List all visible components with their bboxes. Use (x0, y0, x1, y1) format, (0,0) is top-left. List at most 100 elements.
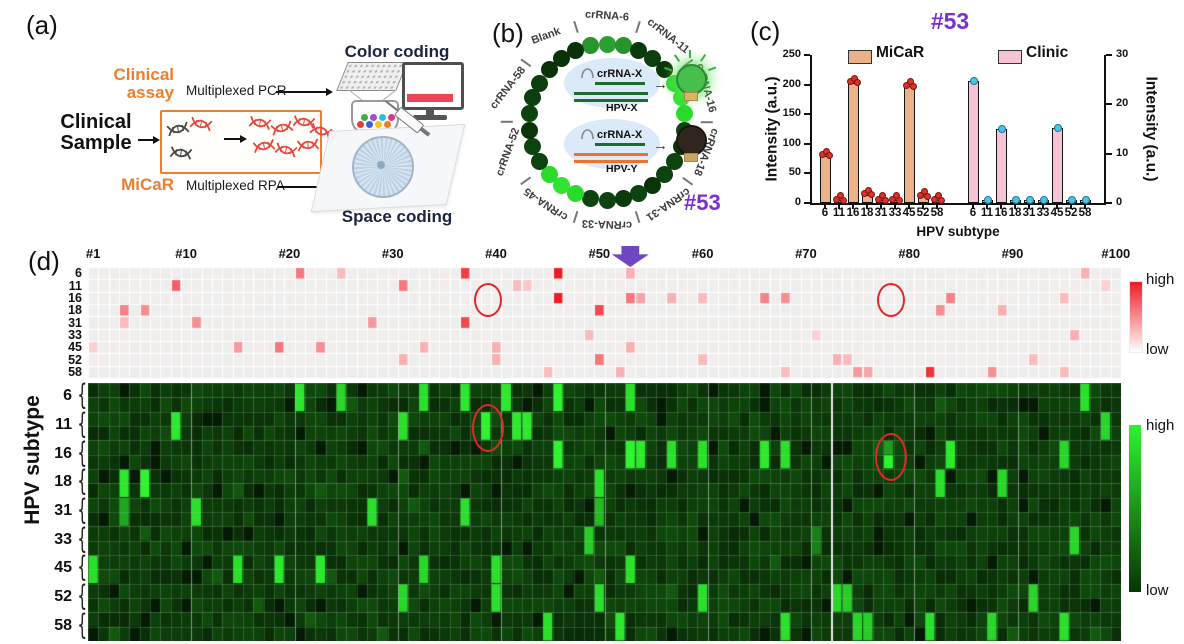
bulb-base (684, 153, 698, 162)
col-label-10: #10 (175, 246, 197, 261)
bead-icon (357, 121, 364, 128)
bulb-ray-icon (673, 54, 681, 63)
clinic-row-label-33: 33 (68, 327, 82, 342)
col-label-100: #100 (1101, 246, 1131, 261)
sample-arrow-line (138, 139, 153, 141)
sample-arrow-icon (153, 135, 160, 144)
data-point (867, 191, 875, 199)
y-tick-right-label: 20 (1116, 97, 1129, 110)
bulb-off-icon (676, 125, 707, 156)
crrna-strand-line (595, 143, 645, 146)
x-axis-title: HPV subtype (916, 224, 1000, 239)
micar-colorbar-low-label: low (1146, 582, 1169, 599)
data-point (909, 82, 917, 90)
clinic-colorbar-high-label: high (1146, 271, 1175, 288)
pcr-arrow-line (276, 91, 326, 93)
data-point (1012, 196, 1020, 204)
y-tick-left (804, 54, 810, 56)
data-point (970, 76, 978, 85)
clinic-row-label-6: 6 (75, 266, 82, 281)
pcr-arrow-icon (326, 87, 333, 96)
x-cat-label: 52 (916, 207, 930, 219)
x-cat-tick (880, 205, 882, 209)
y-tick-left-label: 100 (782, 136, 801, 149)
microwell-dot (666, 152, 684, 170)
panel-c: (c) 0 50 100 150 200 250 0 10 20 30 #53 Intensity (… (740, 0, 1184, 245)
microwell-dot (676, 105, 694, 123)
col-label-80: #80 (898, 246, 921, 261)
panel-b-label: (b) (492, 18, 524, 48)
ring-label-crrna-33: crRNA-33 (581, 217, 633, 231)
clinic-heatmap-canvas (88, 267, 1121, 378)
y-tick-right (1106, 103, 1112, 106)
micar-row-label-52: 52 (54, 588, 72, 605)
row-brace: { (77, 436, 88, 470)
clinic-row-label-11: 11 (68, 278, 82, 293)
x-cat-tick (908, 205, 910, 209)
bar-micar-45 (903, 86, 915, 203)
y-tick-left-label: 200 (782, 77, 801, 90)
row-brace: { (77, 407, 88, 441)
clinical-sample-line2: Sample (60, 132, 132, 154)
clinic-colorbar (1129, 281, 1143, 353)
y-tick-left-label: 250 (782, 48, 801, 60)
bead-icon (388, 114, 395, 121)
crrna-probe-label: crRNA-X (597, 129, 643, 141)
data-point (984, 196, 992, 204)
micar-colorbar (1129, 425, 1141, 592)
panel-c-label: (c) (750, 16, 781, 46)
col-label-30: #30 (381, 246, 404, 261)
space-coding-label: Space coding (341, 207, 453, 226)
clinic-row-label-16: 16 (68, 290, 82, 305)
col-label-60: #60 (691, 246, 714, 261)
microwell-dot (656, 165, 674, 183)
x-cat-label: 18 (1008, 207, 1022, 219)
x-cat-tick (1014, 205, 1016, 209)
x-cat-label: 33 (1036, 207, 1050, 219)
micar-row-label-18: 18 (54, 473, 72, 491)
bead-icon (384, 121, 391, 128)
monitor-icon (402, 62, 464, 110)
micar-row-label-11: 11 (55, 416, 72, 433)
panel-b: (b) crRNA-6 crRNA-11 crRNA-16 crRNA-18 crRNA… (440, 0, 740, 245)
target-label: HPV-Y (606, 163, 638, 175)
target-strand-line (574, 153, 648, 156)
y-tick-left-label: 50 (788, 166, 801, 179)
y-tick-left (804, 172, 810, 175)
data-point (853, 79, 861, 87)
x-cat-tick (936, 205, 938, 209)
row-brace: { (77, 378, 88, 412)
row-brace: { (77, 579, 88, 613)
x-cat-label: 31 (874, 207, 888, 219)
bulb-ray-icon (707, 66, 716, 72)
x-cat-label: 16 (846, 207, 860, 219)
panel-b-sample-id: #53 (684, 190, 721, 215)
legend-swatch-micar (848, 50, 872, 64)
data-point (937, 196, 945, 204)
disc-center-dot (377, 161, 385, 169)
data-point (895, 196, 903, 204)
arrow-right-icon: → (653, 137, 668, 154)
x-cat-label: 6 (969, 207, 977, 219)
row-brace: { (77, 608, 88, 642)
y-tick-left-label: 0 (794, 196, 801, 208)
bar-clinic-45 (1051, 128, 1063, 203)
clinical-assay-label: Clinical assay (96, 65, 174, 103)
dna-icon (248, 114, 272, 132)
x-cat-tick (866, 205, 868, 209)
micar-row-label-16: 16 (54, 444, 72, 462)
bulb-ray-icon (689, 50, 692, 58)
x-cat-tick (1056, 205, 1058, 209)
microwell-dot (598, 35, 616, 53)
x-cat-tick (852, 205, 854, 209)
clinic-row-label-31: 31 (68, 315, 82, 330)
bead-icon (361, 114, 368, 121)
multiplexed-pcr-label: Multiplexed PCR (186, 83, 287, 98)
x-cat-tick (972, 205, 974, 209)
rpa-box-arrow-icon (240, 134, 247, 143)
panel-a: (a) Clinical assay Multiplexed PCR Clini… (0, 0, 466, 245)
dna-icon (169, 145, 193, 162)
x-cat-label: 6 (821, 207, 829, 219)
x-cat-tick (894, 205, 896, 209)
x-cat-tick (986, 205, 988, 209)
